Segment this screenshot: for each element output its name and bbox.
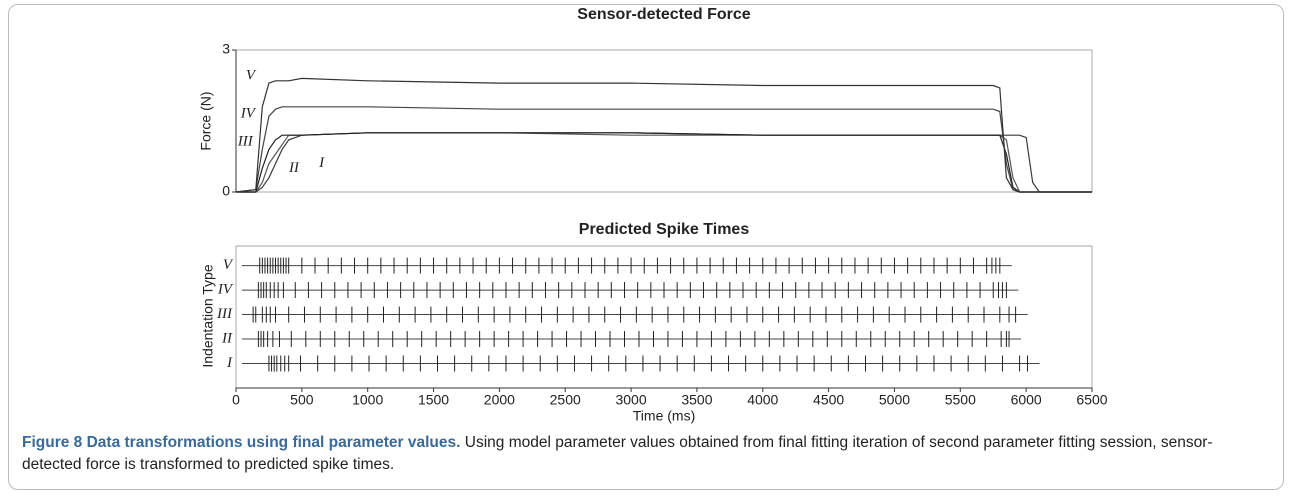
plot-frame [235,245,1093,389]
force-line [236,132,1092,193]
x-tick-label: 5500 [945,392,976,408]
series-label: I [318,155,325,171]
x-tick-label: 1500 [418,392,449,408]
y-axis-label: Force (N) [198,91,214,150]
x-tick-label: 2000 [484,392,515,408]
caption-label: Figure 8 [22,434,83,451]
x-tick-label: 2500 [550,392,581,408]
caption: Figure 8 Data transformations using fina… [22,432,1272,476]
row-label: I [226,355,233,371]
force-line [236,132,1092,193]
row-label: III [216,306,233,322]
chart-title: Predicted Spike Times [579,221,750,238]
caption-title: Data transformations using final paramet… [86,434,461,451]
x-tick-label: 5000 [879,392,910,408]
x-tick-label: 1000 [352,392,383,408]
x-tick-label: 0 [232,392,240,408]
series-label: V [246,67,257,83]
series-label: III [237,134,254,150]
x-tick-label: 3500 [681,392,712,408]
force-line [235,106,1092,193]
force-line [236,132,1092,193]
y-axis-label: Indentation Type [200,264,216,367]
x-tick-label: 500 [290,392,314,408]
figure-frame [8,4,1284,490]
x-axis-label: Time (ms) [633,408,695,424]
series-label: II [288,160,300,176]
x-tick-label: 4000 [747,392,778,408]
series-label: IV [240,105,257,121]
figure: Sensor-detected Force Force (N) Predicte… [198,6,1108,424]
row-label: IV [217,282,234,298]
plot-frame [235,49,1093,193]
y-tick-label: 3 [222,41,230,57]
row-label: II [221,330,233,346]
y-tick-label: 0 [222,183,230,199]
force-line [235,77,1092,193]
caption-text: Using model parameter values obtained fr… [22,434,1213,473]
row-label: V [223,257,234,273]
x-tick-label: 3000 [615,392,646,408]
x-tick-label: 4500 [813,392,844,408]
x-tick-label: 6000 [1011,392,1042,408]
chart-title: Sensor-detected Force [577,6,750,23]
x-tick-label: 6500 [1076,392,1107,408]
